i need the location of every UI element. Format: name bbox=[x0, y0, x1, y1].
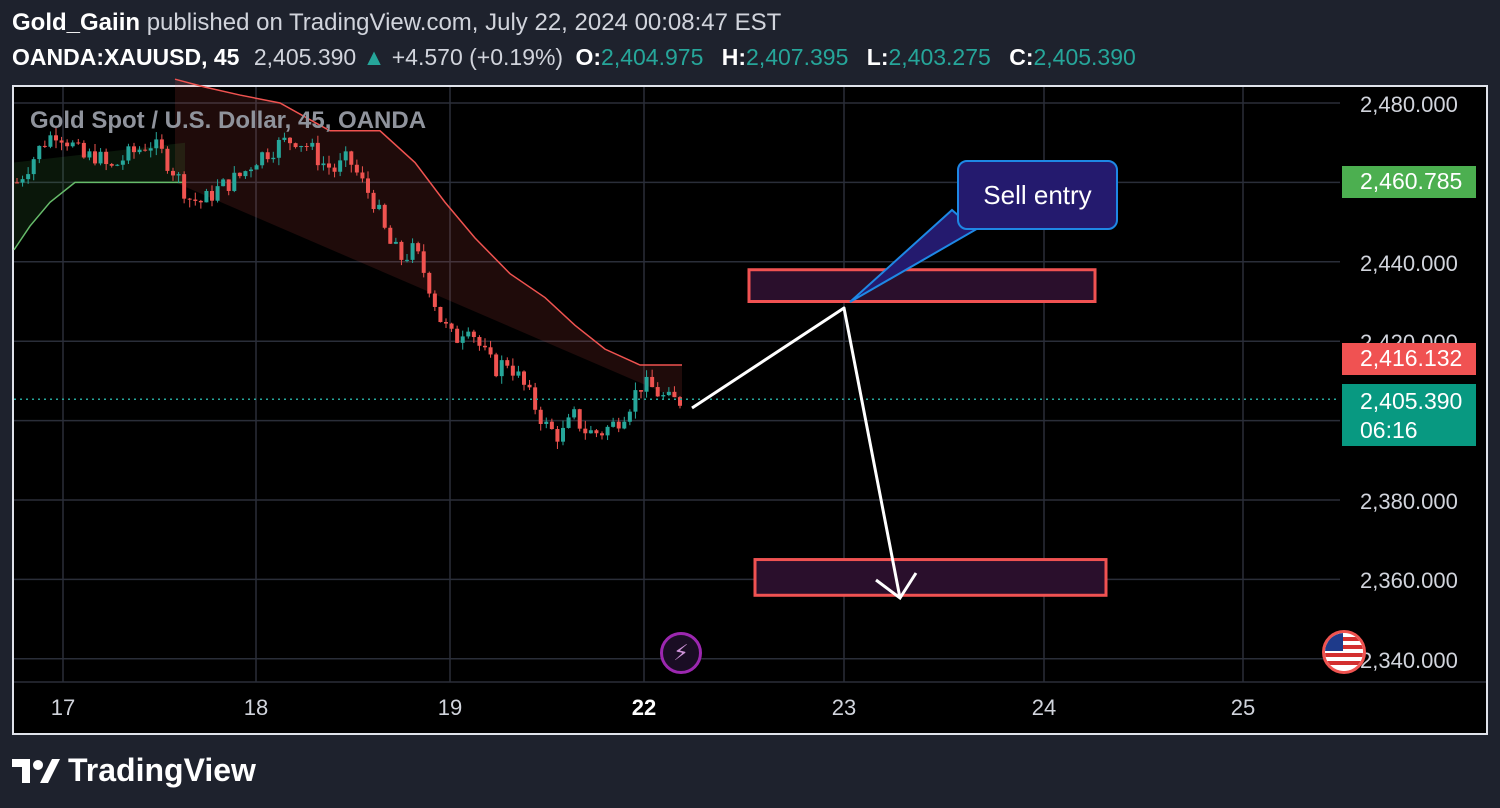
x-tick-label: 19 bbox=[437, 695, 463, 720]
last-price: 2,405.390 bbox=[253, 44, 357, 70]
open-value: 2,404.975 bbox=[601, 44, 704, 70]
triangle-up-icon: ▲ bbox=[362, 44, 386, 70]
high-label: H: bbox=[721, 44, 747, 70]
chart-frame[interactable] bbox=[12, 85, 1488, 735]
tradingview-branding[interactable]: TradingView bbox=[12, 752, 256, 789]
y-tick-label: 2,340.000 bbox=[1360, 648, 1458, 673]
x-tick-label: 22 bbox=[631, 695, 657, 720]
x-tick-label: 17 bbox=[50, 695, 76, 720]
x-tick-label: 25 bbox=[1230, 695, 1256, 720]
current-price-value: 2,405.390 bbox=[1360, 388, 1463, 414]
x-tick-label: 24 bbox=[1031, 695, 1057, 720]
lightning-icon[interactable]: ⚡ bbox=[660, 632, 702, 674]
low-label: L: bbox=[866, 44, 889, 70]
x-tick-label: 18 bbox=[243, 695, 269, 720]
high-value: 2,407.395 bbox=[746, 44, 849, 70]
y-tick-label: 2,480.000 bbox=[1360, 92, 1458, 117]
sell-entry-callout[interactable]: Sell entry bbox=[957, 160, 1118, 230]
author-name[interactable]: Gold_Gaiin bbox=[12, 9, 141, 36]
symbol-info-bar: OANDA:XAUUSD, 45 2,405.390 ▲ +4.570 (+0.… bbox=[12, 44, 1142, 71]
close-label: C: bbox=[1009, 44, 1034, 70]
bar-countdown: 06:16 bbox=[1360, 417, 1418, 443]
published-text: published on TradingView.com, July 22, 2… bbox=[146, 9, 782, 36]
low-value: 2,403.275 bbox=[888, 44, 991, 70]
symbol-name[interactable]: OANDA:XAUUSD, 45 bbox=[12, 44, 240, 70]
brand-text: TradingView bbox=[68, 752, 256, 788]
y-tick-label: 2,380.000 bbox=[1360, 489, 1458, 514]
green-level-label: 2,460.785 bbox=[1342, 166, 1476, 198]
y-tick-label: 2,360.000 bbox=[1360, 568, 1458, 593]
current-price-label: 2,405.390 06:16 bbox=[1342, 384, 1476, 446]
chart-legend: Gold Spot / U.S. Dollar, 45, OANDA bbox=[30, 107, 427, 134]
red-level-label: 2,416.132 bbox=[1342, 343, 1476, 375]
publish-info: Gold_Gaiin published on TradingView.com,… bbox=[12, 9, 781, 37]
open-label: O: bbox=[575, 44, 602, 70]
price-change: +4.570 (+0.19%) bbox=[391, 44, 564, 70]
close-value: 2,405.390 bbox=[1033, 44, 1136, 70]
tradingview-logo-icon bbox=[12, 758, 60, 783]
x-tick-label: 23 bbox=[831, 695, 857, 720]
us-flag-icon[interactable] bbox=[1322, 630, 1366, 674]
y-tick-label: 2,440.000 bbox=[1360, 251, 1458, 276]
